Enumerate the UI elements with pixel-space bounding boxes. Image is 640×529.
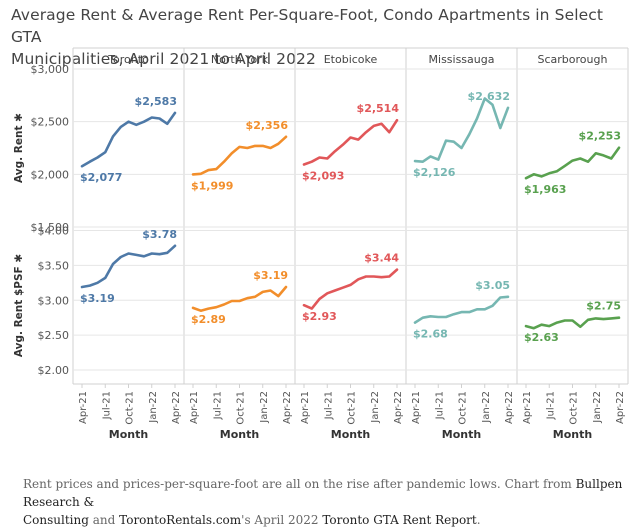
x-tick-label: Jul-21 — [545, 391, 556, 420]
panel-header-mississauga: Mississauga — [429, 53, 495, 66]
series-line-scarborough-row-1 — [524, 146, 621, 180]
x-tick-label: Jul-21 — [323, 391, 334, 420]
y-tick-label: $2.50 — [38, 329, 70, 342]
x-axis-label-mississauga: Month — [442, 428, 481, 441]
y-tick-label: $4.00 — [38, 224, 70, 237]
end-value-label-scarborough: $2,253 — [579, 130, 621, 143]
x-tick-label: Apr-21 — [522, 391, 533, 424]
y-tick-label: $1,500 — [31, 221, 70, 234]
chart-caption: Rent prices and prices-per-square-foot a… — [23, 475, 633, 529]
caption-text-1: Rent prices and prices-per-square-foot a… — [23, 477, 576, 491]
x-tick-label: Jan-22 — [259, 391, 270, 424]
start-value-label-etobicoke: $2,093 — [302, 170, 344, 183]
y-tick-label: $3.00 — [38, 294, 70, 307]
series-line-mississauga-row-1 — [413, 97, 510, 163]
panel-header-north-york: North York — [211, 53, 269, 66]
x-tick-label: Jan-22 — [481, 391, 492, 424]
y-tick-label: $3,000 — [31, 63, 70, 76]
caption-report-name[interactable]: Toronto GTA Rent Report — [322, 513, 477, 527]
end-value-label-scarborough: $2.75 — [586, 300, 621, 313]
y-tick-label: $2.00 — [38, 364, 70, 377]
y-tick-label: $2,500 — [31, 116, 70, 129]
y-tick-label: $3.50 — [38, 259, 70, 272]
x-axis-label-etobicoke: Month — [331, 428, 370, 441]
caption-source-bullpen-cont[interactable]: Consulting — [23, 513, 89, 527]
series-line-etobicoke-row-2 — [302, 268, 399, 310]
end-value-label-mississauga: $2,632 — [468, 90, 510, 103]
y-tick-label: $2,000 — [31, 168, 70, 181]
start-value-label-mississauga: $2.68 — [413, 328, 448, 341]
caption-source-torontorentals[interactable]: TorontoRentals.com — [119, 513, 242, 527]
x-tick-label: Oct-21 — [458, 391, 469, 425]
x-tick-label: Oct-21 — [125, 391, 136, 425]
end-value-label-etobicoke: $3.44 — [364, 252, 399, 265]
start-value-label-north-york: $1,999 — [191, 179, 233, 192]
x-tick-label: Jul-21 — [212, 391, 223, 420]
caption-source-bullpen[interactable]: Bullpen Research & — [23, 477, 623, 509]
start-value-label-toronto: $3.19 — [80, 292, 115, 305]
start-value-label-mississauga: $2,126 — [413, 166, 456, 179]
x-tick-label: Jul-21 — [434, 391, 445, 420]
series-line-north-york-row-2 — [191, 285, 288, 312]
series-line-etobicoke-row-1 — [302, 118, 399, 166]
end-value-label-etobicoke: $2,514 — [357, 102, 400, 115]
x-axis-label-toronto: Month — [109, 428, 148, 441]
x-tick-label: Apr-22 — [504, 391, 515, 424]
series-line-toronto-row-1 — [80, 111, 177, 168]
end-value-label-north-york: $2,356 — [246, 119, 289, 132]
x-tick-label: Apr-22 — [615, 391, 626, 424]
small-multiples-line-chart: Toronto North York Etobicoke Mississauga Sca… — [13, 47, 629, 441]
x-tick-label: Apr-21 — [78, 391, 89, 424]
x-tick-label: Oct-21 — [347, 391, 358, 425]
start-value-label-etobicoke: $2.93 — [302, 310, 337, 323]
x-tick-label: Apr-21 — [411, 391, 422, 424]
start-value-label-scarborough: $2.63 — [524, 331, 559, 344]
end-value-label-mississauga: $3.05 — [475, 279, 510, 292]
caption-text-2: and — [88, 513, 120, 527]
chart-title: Average Rent & Average Rent Per-Square-F… — [11, 4, 631, 70]
start-value-label-toronto: $2,077 — [80, 171, 122, 184]
y-axis-label-row-1: Avg. Rent ✱ — [13, 113, 25, 183]
panel-header-scarborough: Scarborough — [538, 53, 608, 66]
x-tick-label: Jan-22 — [148, 391, 159, 424]
x-tick-label: Apr-22 — [171, 391, 182, 424]
x-tick-label: Jul-21 — [101, 391, 112, 420]
x-tick-label: Oct-21 — [569, 391, 580, 425]
chart-title-line-1: Average Rent & Average Rent Per-Square-F… — [11, 6, 604, 46]
end-value-label-toronto: $3.78 — [142, 228, 177, 241]
series-line-scarborough-row-2 — [524, 316, 621, 330]
x-axis-label-north-york: Month — [220, 428, 259, 441]
start-value-label-scarborough: $1,963 — [524, 183, 566, 196]
panel-header-etobicoke: Etobicoke — [324, 53, 378, 66]
caption-text-3: 's April 2022 — [241, 513, 323, 527]
end-value-label-north-york: $3.19 — [253, 269, 288, 282]
x-tick-label: Oct-21 — [236, 391, 247, 425]
end-value-label-toronto: $2,583 — [135, 95, 177, 108]
x-tick-label: Jan-22 — [370, 391, 381, 424]
x-tick-label: Apr-22 — [393, 391, 404, 424]
series-line-toronto-row-2 — [80, 244, 177, 289]
y-axis-label-row-2: Avg. Rent $PSF ✱ — [13, 254, 25, 357]
x-tick-label: Apr-21 — [300, 391, 311, 424]
panel-header-toronto: Toronto — [107, 53, 149, 66]
x-tick-label: Apr-22 — [282, 391, 293, 424]
chart-title-line-2: Municipalities, April 2021 to April 2022 — [11, 50, 316, 68]
x-axis-label-scarborough: Month — [553, 428, 592, 441]
x-tick-label: Jan-22 — [592, 391, 603, 424]
series-line-mississauga-row-2 — [413, 295, 510, 324]
x-tick-label: Apr-21 — [189, 391, 200, 424]
start-value-label-north-york: $2.89 — [191, 313, 226, 326]
series-line-north-york-row-1 — [191, 135, 288, 176]
caption-text-4: . — [476, 513, 481, 527]
